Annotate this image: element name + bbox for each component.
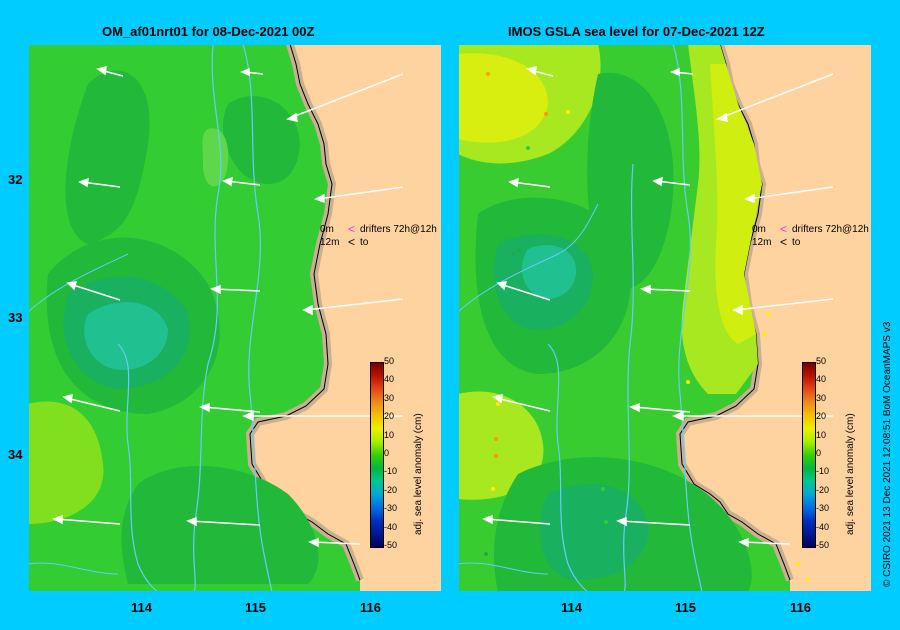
- legend-to-text: to: [360, 237, 369, 248]
- legend-marker-pink: <: [780, 222, 788, 236]
- drifter-track: [242, 44, 273, 592]
- anomaly-region: [65, 70, 150, 244]
- colorbar-tick: 40: [816, 374, 827, 385]
- drifter-track: [28, 562, 119, 575]
- colorbar-tick: 30: [384, 392, 395, 403]
- legend-marker-pink: <: [348, 222, 356, 236]
- drifter-track: [623, 163, 634, 592]
- colorbar-tick: -50: [816, 540, 830, 550]
- drifter-track: [458, 562, 549, 575]
- colorbar-title-left: adj. sea level anomaly (cm): [413, 413, 424, 535]
- anomaly-core: [458, 53, 548, 143]
- legend-depth-12m: 12m: [752, 237, 772, 248]
- anomaly-region: [539, 484, 649, 580]
- current-arrows: [52, 66, 404, 548]
- right-map-panel: [458, 44, 872, 592]
- colorbar-tick: -20: [384, 484, 398, 495]
- drifter-track: [547, 343, 589, 592]
- colorbar-tick: 0: [384, 448, 390, 458]
- legend-to-text: to: [792, 237, 801, 248]
- colorbar-tick: 50: [816, 356, 827, 366]
- drifter-track: [117, 343, 159, 592]
- lon-tick: 116: [360, 600, 381, 615]
- lat-tick: 32: [8, 172, 23, 187]
- anomaly-region: [223, 96, 300, 184]
- observation-dots: [484, 72, 810, 581]
- colorbar-tick: 10: [384, 429, 395, 440]
- colorbar-tick: -30: [384, 503, 398, 514]
- legend-depth-0m: 0m: [320, 224, 334, 235]
- colorbar-title-right: adj. sea level anomaly (cm): [845, 413, 856, 535]
- right-panel-title: IMOS GSLA sea level for 07-Dec-2021 12Z: [508, 24, 765, 39]
- legend-depth-12m: 12m: [320, 237, 340, 248]
- right-map-svg: [458, 44, 872, 592]
- anomaly-region: [587, 72, 674, 290]
- legend-marker-black: <: [780, 235, 788, 249]
- lat-tick: 33: [8, 310, 23, 325]
- anomaly-region: [28, 401, 104, 524]
- map-frame: [458, 44, 872, 592]
- lon-tick: 114: [131, 600, 152, 615]
- colorbar-tick: 20: [384, 411, 395, 422]
- colorbar-tick: -30: [816, 503, 830, 514]
- drifter-track: [28, 253, 129, 313]
- anomaly-core: [84, 302, 168, 370]
- colorbar-right: [802, 362, 816, 548]
- current-arrows: [482, 66, 834, 548]
- anomaly-region: [202, 128, 229, 187]
- left-panel-title: OM_af01nrt01 for 08-Dec-2021 00Z: [102, 24, 315, 39]
- lon-tick: 115: [245, 600, 266, 615]
- legend-drifters-text: drifters 72h@12h: [792, 224, 869, 235]
- colorbar-left: [370, 362, 384, 548]
- anomaly-region: [121, 465, 319, 584]
- lon-tick: 116: [790, 600, 811, 615]
- colorbar-tick: 40: [384, 374, 395, 385]
- drifter-track: [458, 203, 599, 313]
- colorbar-tick: 20: [816, 411, 827, 422]
- colorbar-tick: -40: [816, 521, 830, 532]
- lon-tick: 115: [675, 600, 696, 615]
- colorbar-tick: -10: [816, 466, 830, 477]
- map-frame: [28, 44, 442, 592]
- colorbar-tick: 10: [816, 429, 827, 440]
- colorbar-tick: -50: [384, 540, 398, 550]
- legend-marker-black: <: [348, 235, 356, 249]
- coastline: [679, 44, 791, 581]
- drifter-track: [672, 44, 703, 592]
- lat-tick: 34: [8, 447, 23, 462]
- legend-drifters-text: drifters 72h@12h: [360, 224, 437, 235]
- lon-tick: 114: [561, 600, 582, 615]
- colorbar-tick: -40: [384, 521, 398, 532]
- credit-text: © CSIRO 2021 13 Dec 2021 12:08:51 BoM Oc…: [882, 321, 893, 587]
- legend-depth-0m: 0m: [752, 224, 766, 235]
- colorbar-tick: -10: [384, 466, 398, 477]
- colorbar-tick: 0: [816, 448, 822, 458]
- anomaly-core: [710, 64, 762, 344]
- colorbar-tick: 50: [384, 356, 395, 366]
- anomaly-core: [521, 245, 577, 299]
- colorbar-tick: 30: [816, 392, 827, 403]
- colorbar-tick: -20: [816, 484, 830, 495]
- left-map-svg: [28, 44, 442, 592]
- left-map-panel: [28, 44, 442, 592]
